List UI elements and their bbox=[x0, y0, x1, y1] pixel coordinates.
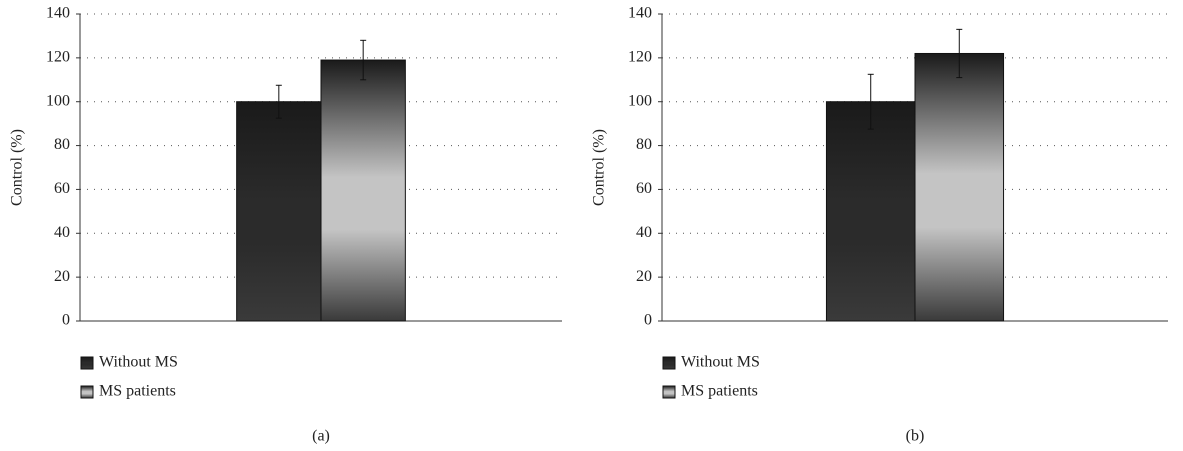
y-tick-label: 120 bbox=[628, 49, 652, 66]
y-tick-label: 20 bbox=[636, 268, 652, 285]
y-tick-label: 140 bbox=[46, 5, 70, 22]
bar bbox=[825, 101, 916, 322]
y-tick-label: 140 bbox=[628, 5, 652, 22]
y-axis-label: Control (%) bbox=[9, 129, 26, 206]
y-tick-label: 0 bbox=[62, 312, 70, 329]
bar bbox=[236, 101, 322, 322]
y-tick-label: 20 bbox=[54, 268, 70, 285]
y-tick-label: 80 bbox=[636, 136, 652, 153]
legend-swatch bbox=[662, 385, 676, 399]
y-tick-label: 100 bbox=[46, 92, 70, 109]
caption: (b) bbox=[906, 428, 925, 445]
y-tick-label: 60 bbox=[54, 180, 70, 197]
bar bbox=[914, 52, 1005, 322]
legend-label: MS patients bbox=[681, 383, 758, 400]
y-tick-label: 0 bbox=[644, 312, 652, 329]
legend-label: MS patients bbox=[99, 383, 176, 400]
caption: (a) bbox=[312, 428, 330, 445]
y-tick-label: 100 bbox=[628, 92, 652, 109]
legend-swatch bbox=[80, 385, 94, 399]
legend-swatch bbox=[662, 356, 676, 370]
legend-label: Without MS bbox=[681, 354, 760, 371]
y-tick-label: 120 bbox=[46, 49, 70, 66]
bar bbox=[320, 59, 406, 322]
y-tick-label: 80 bbox=[54, 136, 70, 153]
legend-label: Without MS bbox=[99, 354, 178, 371]
legend-swatch bbox=[80, 356, 94, 370]
y-tick-label: 40 bbox=[636, 224, 652, 241]
y-tick-label: 60 bbox=[636, 180, 652, 197]
y-axis-label: Control (%) bbox=[591, 129, 608, 206]
y-tick-label: 40 bbox=[54, 224, 70, 241]
